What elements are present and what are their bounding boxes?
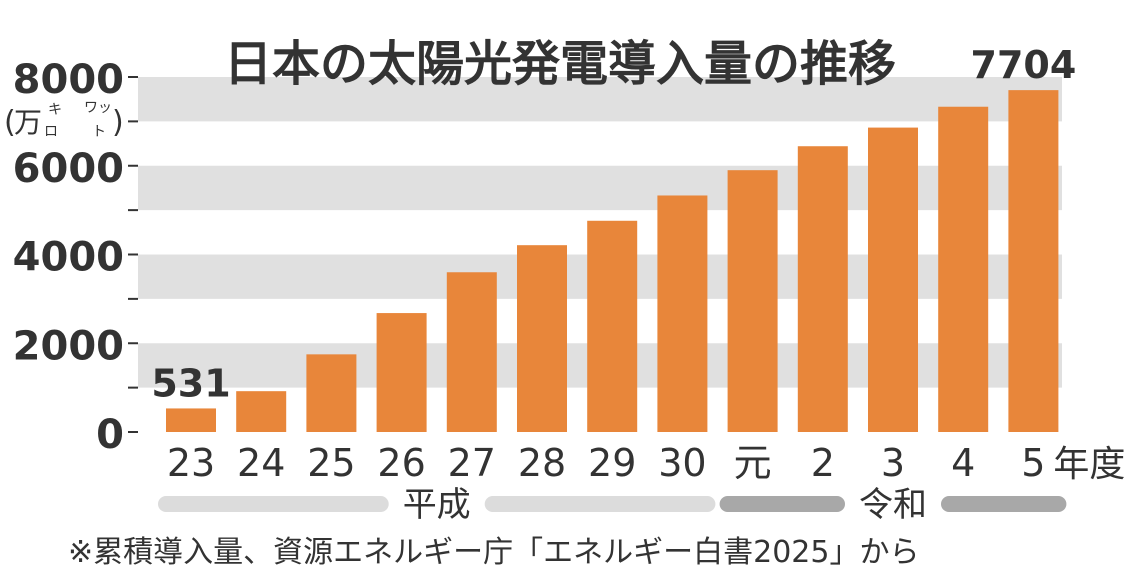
x-tick-label: 24 xyxy=(237,441,285,485)
y-tick-label: 4000 xyxy=(13,235,124,281)
era-bars: 平成 令和 xyxy=(158,485,1067,525)
bar xyxy=(797,146,848,432)
x-tick-label: 2 xyxy=(811,441,835,485)
x-tick-label: 27 xyxy=(448,441,496,485)
bar xyxy=(236,391,287,432)
chart-title: 日本の太陽光発電導入量の推移 xyxy=(224,36,896,92)
era-label: 平成 xyxy=(403,485,471,525)
y-tick-label: 2000 xyxy=(13,323,124,369)
bar xyxy=(727,170,778,432)
bar xyxy=(868,127,918,433)
y-tick-label: 0 xyxy=(96,412,124,458)
unit-kana-bottom2: ト xyxy=(92,124,106,140)
x-axis-suffix: 年度 xyxy=(1053,444,1125,485)
unit-kana-bottom: ロ xyxy=(44,124,58,140)
x-tick-label: 25 xyxy=(307,441,355,485)
y-axis-ticks: 0 2000 4000 6000 8000 xyxy=(13,57,138,458)
bar xyxy=(166,408,216,432)
x-tick-label: 4 xyxy=(951,441,975,485)
unit-kana-top: キ xyxy=(48,102,62,118)
bar xyxy=(446,272,497,432)
source-note: ※累積導入量、資源エネルギー庁「エネルギー白書2025」から xyxy=(68,535,919,570)
y-tick-label: 8000 xyxy=(13,57,124,103)
x-tick-label: 23 xyxy=(167,441,215,485)
bar xyxy=(587,220,638,432)
y-tick-label: 6000 xyxy=(13,146,124,192)
x-tick-label: 元 xyxy=(734,441,772,485)
bar xyxy=(306,354,357,432)
x-tick-label: 5 xyxy=(1021,441,1045,485)
bars xyxy=(166,90,1059,433)
unit-main: 万 xyxy=(14,106,42,139)
unit-open: ( xyxy=(4,105,16,140)
x-axis-ticks: 23 24 25 26 27 28 29 30 元 2 3 4 5 年度 xyxy=(167,441,1126,485)
x-tick-label: 26 xyxy=(377,441,425,485)
grid-band xyxy=(138,165,1062,211)
bar xyxy=(517,245,567,432)
x-tick-label: 3 xyxy=(881,441,905,485)
unit-close: ) xyxy=(112,105,124,140)
x-tick-label: 30 xyxy=(658,441,706,485)
x-tick-label: 28 xyxy=(518,441,566,485)
data-label: 7704 xyxy=(971,43,1077,87)
era-label: 令和 xyxy=(859,485,927,525)
data-labels: 531 7704 xyxy=(151,43,1076,405)
bar xyxy=(1008,90,1059,432)
y-axis-unit: ( 万 キ ロ ワッ ト ) xyxy=(4,100,124,140)
x-tick-label: 29 xyxy=(588,441,636,485)
unit-kana-top2: ワッ xyxy=(84,100,112,116)
bar xyxy=(376,313,427,432)
grid-band xyxy=(138,77,1062,122)
data-label: 531 xyxy=(151,361,230,405)
bar xyxy=(657,195,708,432)
bar xyxy=(938,106,989,432)
